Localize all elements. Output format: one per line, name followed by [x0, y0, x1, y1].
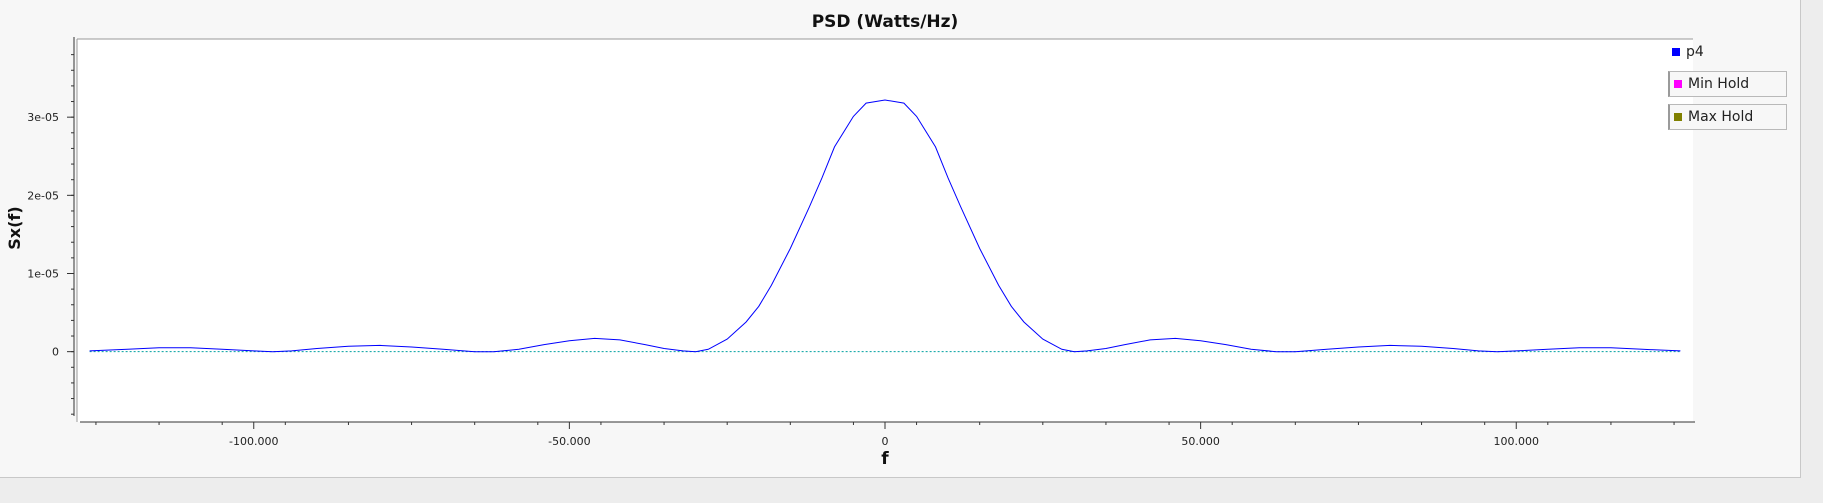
x-axis: -100.000 -50.000 0 50.000 100.000: [80, 421, 1695, 448]
plot-background: [77, 39, 1693, 422]
x-tick-label: -50.000: [548, 435, 590, 448]
x-axis-label: f: [881, 449, 889, 469]
x-tick-label: 0: [882, 435, 889, 448]
y-tick-label: 1e-05: [27, 267, 59, 280]
plot-window: PSD (Watts/Hz) 0 1e-05 2e-05 3e-05 -100.000…: [0, 0, 1801, 478]
legend-swatch-p4: [1672, 48, 1680, 56]
y-tick-label: 3e-05: [27, 111, 59, 124]
legend-label-p4: p4: [1686, 44, 1704, 60]
y-tick-label: 0: [52, 346, 59, 359]
x-tick-label: 100.000: [1494, 435, 1540, 448]
y-tick-label: 2e-05: [27, 189, 59, 202]
legend-label-min-hold: Min Hold: [1688, 76, 1750, 92]
legend-item-p4[interactable]: p4: [1668, 39, 1704, 65]
y-axis: 0 1e-05 2e-05 3e-05: [27, 37, 75, 416]
x-tick-label: -100.000: [229, 435, 278, 448]
legend-swatch-min-hold: [1674, 80, 1682, 88]
legend-item-min-hold[interactable]: Min Hold: [1668, 71, 1787, 97]
x-tick-label: 50.000: [1181, 435, 1220, 448]
legend-swatch-max-hold: [1674, 113, 1682, 121]
plot-frame: [76, 38, 1693, 422]
legend-label-max-hold: Max Hold: [1688, 109, 1754, 125]
legend-item-max-hold[interactable]: Max Hold: [1668, 104, 1787, 130]
psd-chart[interactable]: PSD (Watts/Hz) 0 1e-05 2e-05 3e-05 -100.000…: [0, 0, 1800, 477]
y-axis-label: Sx(f): [5, 206, 24, 249]
chart-title: PSD (Watts/Hz): [812, 12, 959, 32]
series-line-p4: [89, 99, 1681, 353]
